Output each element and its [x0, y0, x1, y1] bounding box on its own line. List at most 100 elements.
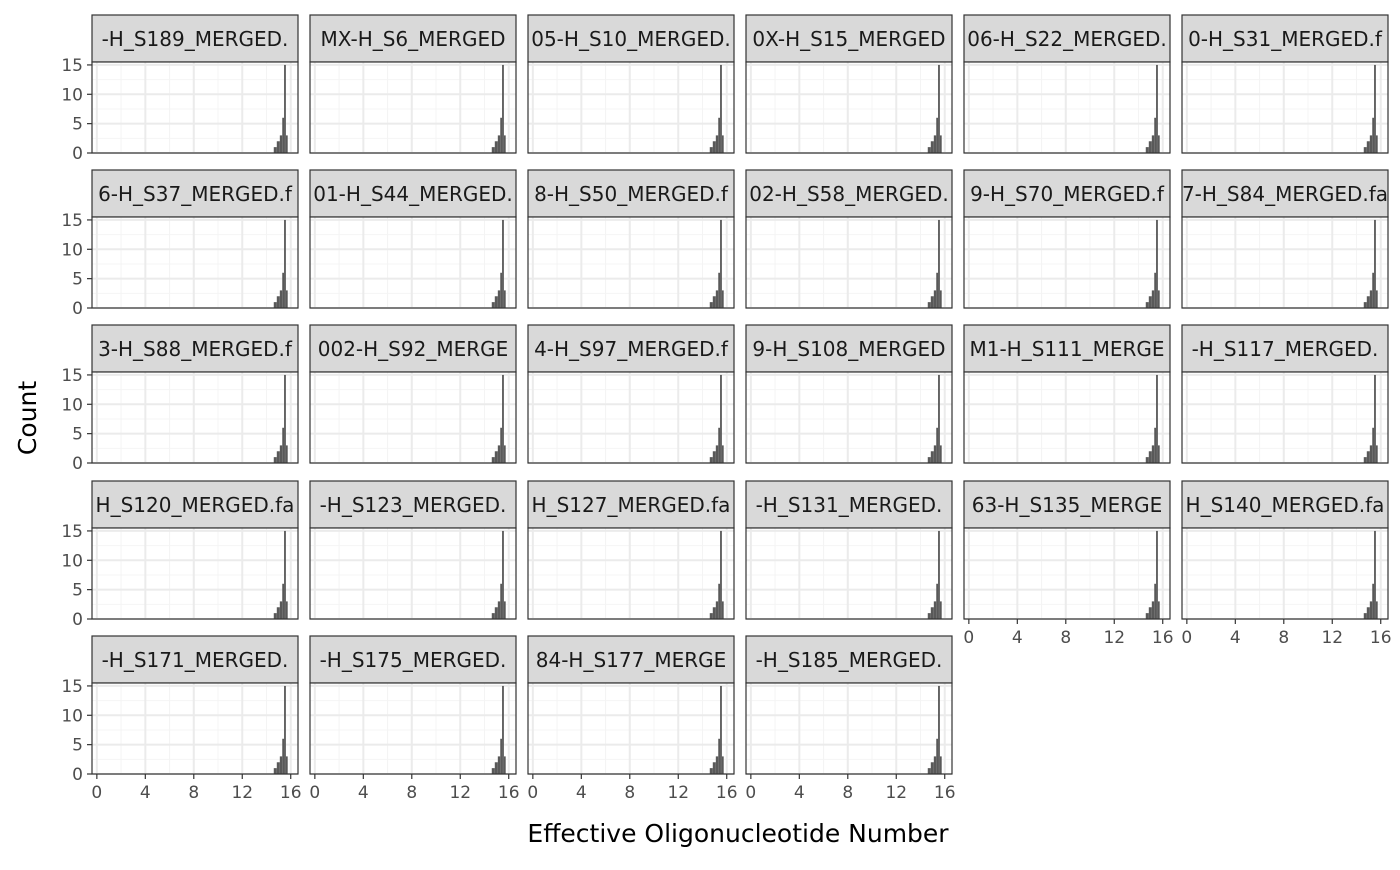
panel-border: [745, 371, 953, 464]
facet-strip-label: M1-H_S111_MERGE: [969, 337, 1164, 361]
facet-strip-label: H_S127_MERGED.fa: [532, 493, 731, 517]
histogram-bar: [502, 219, 504, 308]
y-tick-label: 0: [72, 299, 83, 319]
facet-strip: [527, 480, 735, 529]
histogram-bar: [1151, 290, 1155, 308]
histogram-bar: [1374, 64, 1376, 153]
x-tick-label: 8: [188, 783, 199, 803]
histogram-bar: [720, 219, 722, 308]
histogram-bar: [1366, 607, 1370, 619]
histogram-bar: [1366, 296, 1370, 308]
histogram-bar: [939, 601, 942, 619]
plot-background: [528, 528, 734, 619]
facet-panel: -H_S171_MERGED. 0 5 10 15 0 4 8 12 16: [61, 635, 302, 803]
facet-panel: H_S120_MERGED.fa 0 5 10 15: [61, 480, 299, 630]
facet-strip-label: -H_S171_MERGED.: [102, 648, 289, 672]
facet-strip: [963, 324, 1171, 373]
histogram-bar: [936, 117, 939, 153]
histogram-bar: [1363, 613, 1367, 619]
histogram-bar: [273, 613, 277, 619]
histogram-bar: [936, 583, 939, 619]
histogram-bar: [927, 147, 931, 153]
facet-strip: [745, 169, 953, 218]
facet-strip: [963, 169, 1171, 218]
plot-background: [746, 683, 952, 774]
histogram-bar: [1148, 141, 1152, 153]
histogram-bar: [494, 762, 498, 774]
histogram-bar: [720, 530, 722, 619]
histogram-bar: [491, 613, 495, 619]
facet-panel: 02-H_S58_MERGED.: [745, 169, 953, 309]
facet-strip: [91, 635, 299, 684]
histogram-bar: [712, 762, 716, 774]
facet-strip-label: -H_S189_MERGED.: [102, 27, 289, 51]
histogram-bar: [1154, 117, 1157, 153]
histogram-bar: [715, 601, 719, 619]
facet-panel: H_S140_MERGED.fa 0 4 8 12 16: [1181, 480, 1392, 648]
facet-strip-label: 84-H_S177_MERGE: [536, 648, 727, 672]
x-tick-label: 0: [963, 628, 974, 648]
y-tick-label: 10: [61, 551, 83, 571]
facet-strip-label: 05-H_S10_MERGED.: [531, 27, 731, 51]
histogram-bar: [497, 135, 501, 153]
facet-panel: 8-H_S50_MERGED.f: [527, 169, 735, 309]
panel-border: [527, 216, 735, 309]
y-tick-label: 5: [72, 425, 83, 445]
x-tick-label: 8: [842, 783, 853, 803]
facet-strip-label: 002-H_S92_MERGE: [318, 337, 509, 361]
facet-panel: -H_S123_MERGED.: [309, 480, 517, 620]
histogram-bar: [938, 219, 940, 308]
histogram-bar: [497, 601, 501, 619]
histogram-bar: [936, 427, 939, 463]
plot-background: [310, 62, 516, 153]
facet-strip-label: 6-H_S37_MERGED.f: [98, 182, 293, 206]
histogram-bar: [1375, 601, 1378, 619]
facet-panel: 7-H_S84_MERGED.fa: [1181, 169, 1389, 309]
histogram-bar: [709, 302, 713, 308]
histogram-bar: [494, 607, 498, 619]
facet-strip: [309, 324, 517, 373]
histogram-bar: [494, 141, 498, 153]
histogram-bar: [938, 685, 940, 774]
histogram-bar: [276, 762, 280, 774]
histogram-bar: [1369, 445, 1373, 463]
y-tick-label: 0: [72, 610, 83, 630]
panel-border: [309, 527, 517, 620]
histogram-bar: [494, 451, 498, 463]
histogram-bar: [1369, 601, 1373, 619]
histogram-bar: [284, 64, 286, 153]
histogram-bar: [927, 457, 931, 463]
histogram-bar: [491, 457, 495, 463]
histogram-bar: [1372, 117, 1375, 153]
facet-panel: 4-H_S97_MERGED.f: [527, 324, 735, 464]
histogram-bar: [712, 296, 716, 308]
histogram-bar: [718, 272, 721, 308]
histogram-bar: [1372, 272, 1375, 308]
histogram-bar: [1375, 290, 1378, 308]
histogram-bar: [491, 768, 495, 774]
x-tick-label: 12: [231, 783, 253, 803]
y-tick-label: 15: [61, 522, 83, 542]
facet-strip-label: H_S120_MERGED.fa: [96, 493, 295, 517]
histogram-bar: [721, 445, 724, 463]
plot-background: [310, 372, 516, 463]
plot-background: [746, 528, 952, 619]
histogram-bar: [282, 272, 285, 308]
histogram-bar: [491, 147, 495, 153]
plot-background: [310, 217, 516, 308]
histogram-bar: [282, 427, 285, 463]
y-tick-label: 15: [61, 211, 83, 231]
facet-panel: 63-H_S135_MERGE 0 4 8 12 16: [963, 480, 1174, 648]
x-tick-label: 4: [576, 783, 587, 803]
facet-strip: [745, 324, 953, 373]
x-tick-label: 0: [309, 783, 320, 803]
facet-panel: 06-H_S22_MERGED.: [963, 14, 1171, 154]
histogram-bar: [720, 374, 722, 463]
histogram-bar: [1145, 147, 1149, 153]
histogram-bar: [1154, 427, 1157, 463]
histogram-bar: [933, 290, 937, 308]
facet-strip: [91, 14, 299, 63]
panel-border: [309, 216, 517, 309]
facet-strip: [91, 480, 299, 529]
facet-strip-label: -H_S123_MERGED.: [320, 493, 507, 517]
